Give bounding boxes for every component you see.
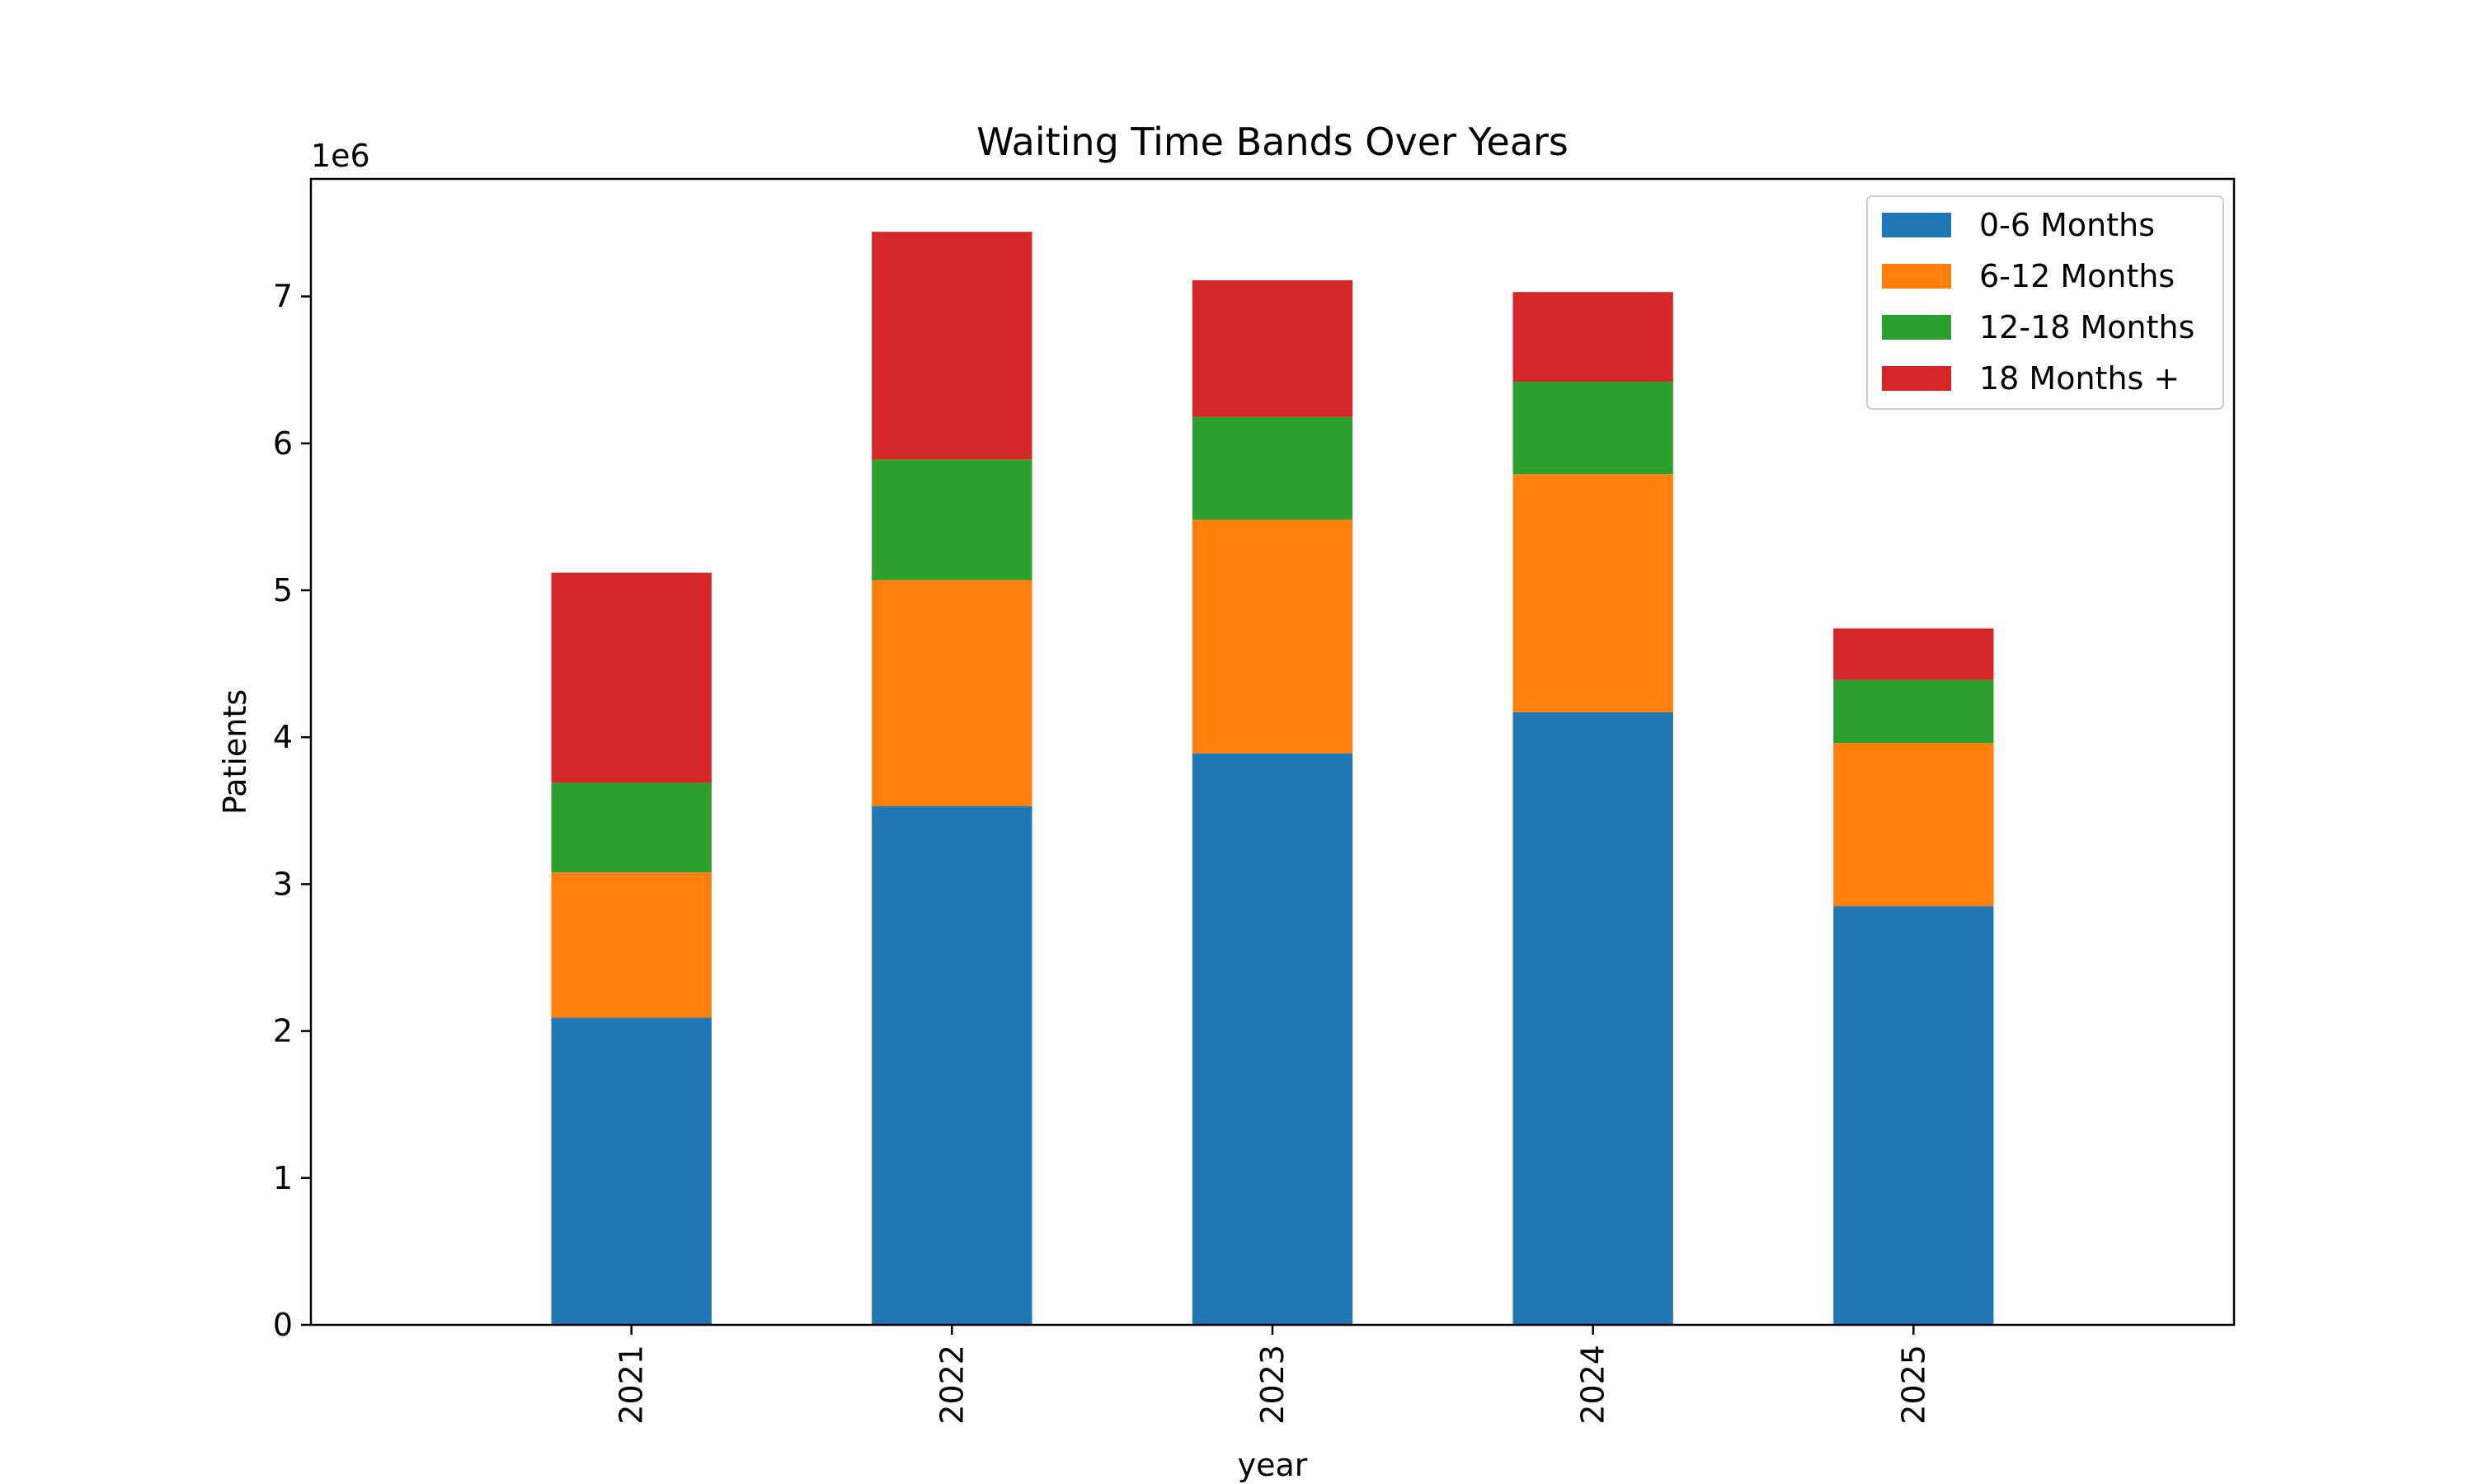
x-tick-label-2021: 2021 bbox=[614, 1345, 650, 1425]
y-tick-label-4: 4 bbox=[273, 719, 293, 755]
bar-2022-series-2 bbox=[872, 459, 1032, 580]
y-axis-label: Patients bbox=[217, 689, 253, 815]
x-tick-label-2025: 2025 bbox=[1895, 1345, 1931, 1425]
bar-2022-series-3 bbox=[872, 232, 1032, 460]
bar-2021-series-2 bbox=[551, 782, 712, 873]
y-tick-label-2: 2 bbox=[273, 1013, 293, 1050]
x-axis-label: year bbox=[1238, 1447, 1308, 1483]
bar-2022-series-0 bbox=[872, 805, 1032, 1325]
bar-2021-series-1 bbox=[551, 872, 712, 1018]
chart-title: Waiting Time Bands Over Years bbox=[976, 120, 1569, 164]
y-tick-label-7: 7 bbox=[273, 279, 293, 315]
bar-2024-series-1 bbox=[1512, 474, 1673, 712]
y-tick-label-5: 5 bbox=[273, 572, 293, 608]
legend-swatch-1 bbox=[1882, 264, 1951, 289]
bar-2024-series-0 bbox=[1512, 711, 1673, 1325]
bar-2025-series-0 bbox=[1833, 906, 1994, 1325]
x-tick-label-2024: 2024 bbox=[1575, 1345, 1611, 1425]
legend-swatch-3 bbox=[1882, 366, 1951, 391]
legend-label-2: 12-18 Months bbox=[1979, 309, 2194, 345]
bar-2024-series-2 bbox=[1512, 381, 1673, 475]
y-tick-label-1: 1 bbox=[273, 1160, 293, 1196]
bars-layer bbox=[551, 232, 1994, 1325]
legend-swatch-2 bbox=[1882, 315, 1951, 340]
bar-2021-series-0 bbox=[551, 1017, 712, 1325]
bar-2024-series-3 bbox=[1512, 292, 1673, 382]
x-axis-ticks: 2021 2022 2023 2024 2025 bbox=[614, 1325, 1931, 1425]
y-tick-label-3: 3 bbox=[273, 866, 293, 902]
x-tick-label-2023: 2023 bbox=[1254, 1345, 1291, 1425]
bar-2023-series-3 bbox=[1192, 279, 1353, 417]
bar-2023-series-1 bbox=[1192, 519, 1353, 754]
legend: 0-6 Months 6-12 Months 12-18 Months 18 Mont… bbox=[1866, 195, 2224, 410]
y-axis-offset-label: 1e6 bbox=[311, 138, 370, 174]
legend-swatch-0 bbox=[1882, 213, 1951, 237]
legend-label-3: 18 Months + bbox=[1979, 360, 2180, 397]
legend-label-1: 6-12 Months bbox=[1979, 258, 2175, 294]
x-tick-label-2022: 2022 bbox=[934, 1345, 970, 1425]
bar-2023-series-0 bbox=[1192, 753, 1353, 1325]
bar-2023-series-2 bbox=[1192, 416, 1353, 520]
legend-box bbox=[1866, 195, 2224, 410]
y-axis-ticks: 0 1 2 3 4 5 6 7 bbox=[273, 279, 311, 1343]
bar-2025-series-2 bbox=[1833, 679, 1994, 744]
bar-2025-series-1 bbox=[1833, 743, 1994, 907]
y-tick-label-6: 6 bbox=[273, 425, 293, 462]
legend-label-0: 0-6 Months bbox=[1979, 207, 2155, 243]
bar-2021-series-3 bbox=[551, 572, 712, 783]
bar-2022-series-1 bbox=[872, 580, 1032, 806]
bar-2025-series-3 bbox=[1833, 628, 1994, 680]
y-tick-label-0: 0 bbox=[273, 1307, 293, 1343]
